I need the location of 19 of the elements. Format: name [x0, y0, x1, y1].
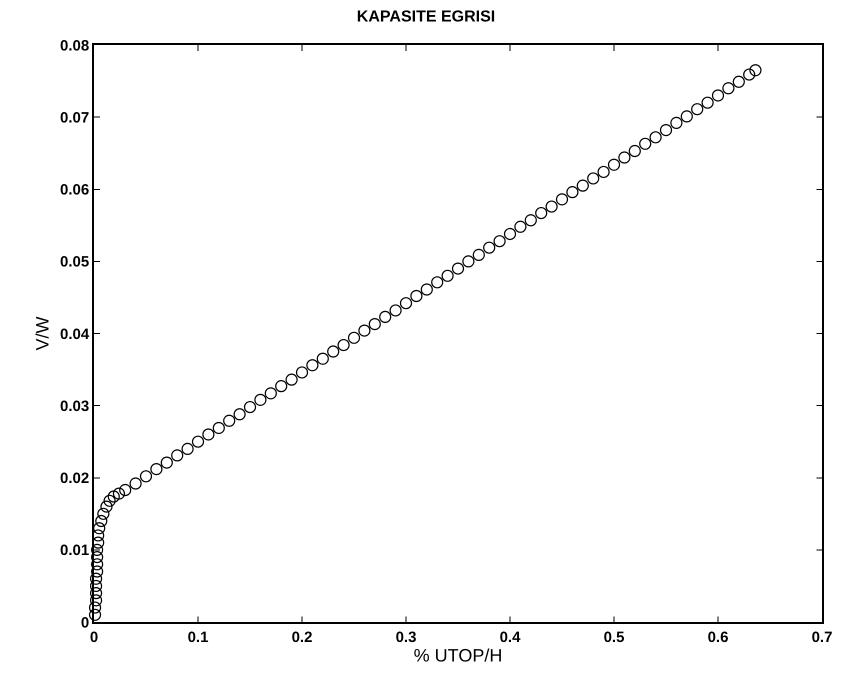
y-axis-title: V/W	[32, 316, 53, 350]
y-tick-label: 0.07	[60, 109, 90, 126]
x-tick-label: 0.7	[812, 628, 832, 646]
y-tick-label: 0.02	[60, 470, 90, 487]
y-tick-label: 0.05	[60, 254, 90, 271]
x-tick-label: 0.3	[396, 628, 416, 646]
y-tick-label: 0	[80, 614, 90, 632]
y-tick-label: 0.04	[60, 326, 90, 343]
x-tick-label: 0.1	[188, 628, 208, 646]
y-tick-label: 0.08	[60, 37, 90, 54]
y-tick-label: 0.01	[60, 542, 90, 560]
x-tick-label: 0.5	[604, 628, 624, 646]
x-tick-label: 0.6	[708, 628, 728, 646]
x-tick-label: 0.2	[292, 628, 312, 646]
chart-title: KAPASITE EGRISI	[356, 8, 496, 26]
y-tick-label: 0.03	[60, 398, 90, 415]
y-tick-label: 0.06	[60, 182, 90, 198]
x-tick-label: 0.4	[500, 628, 522, 646]
x-axis-title: % UTOP/H	[414, 646, 502, 666]
